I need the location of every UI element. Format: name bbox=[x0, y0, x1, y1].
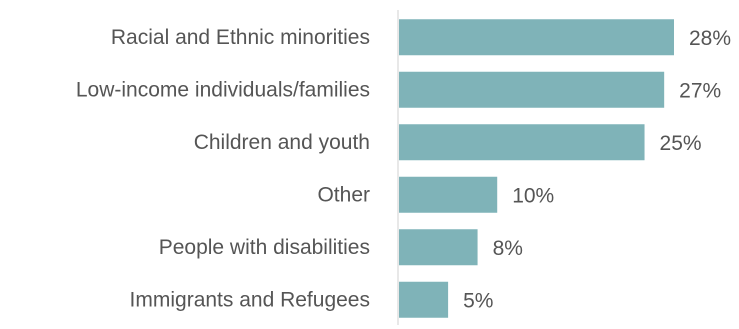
bar bbox=[399, 176, 498, 213]
value-label: 27% bbox=[679, 79, 721, 102]
category-label: Racial and Ethnic minorities bbox=[111, 26, 370, 49]
bar bbox=[399, 71, 665, 108]
category-label: Children and youth bbox=[194, 131, 370, 154]
value-label: 5% bbox=[463, 289, 493, 312]
value-labels: 28% 27% 25% 10% 8% 5% bbox=[463, 27, 731, 313]
category-labels: Racial and Ethnic minorities Low-income i… bbox=[76, 26, 370, 312]
value-label: 28% bbox=[689, 27, 731, 50]
value-label: 10% bbox=[512, 184, 554, 207]
bars-layer bbox=[399, 19, 674, 318]
category-label: Low-income individuals/families bbox=[76, 78, 370, 101]
bar bbox=[399, 229, 478, 266]
bar bbox=[399, 281, 449, 318]
category-label: People with disabilities bbox=[159, 236, 370, 259]
category-label: Other bbox=[317, 183, 370, 206]
bar bbox=[399, 19, 674, 56]
value-label: 25% bbox=[660, 132, 702, 155]
bar bbox=[399, 124, 645, 161]
category-label: Immigrants and Refugees bbox=[130, 288, 370, 311]
value-label: 8% bbox=[493, 237, 523, 260]
